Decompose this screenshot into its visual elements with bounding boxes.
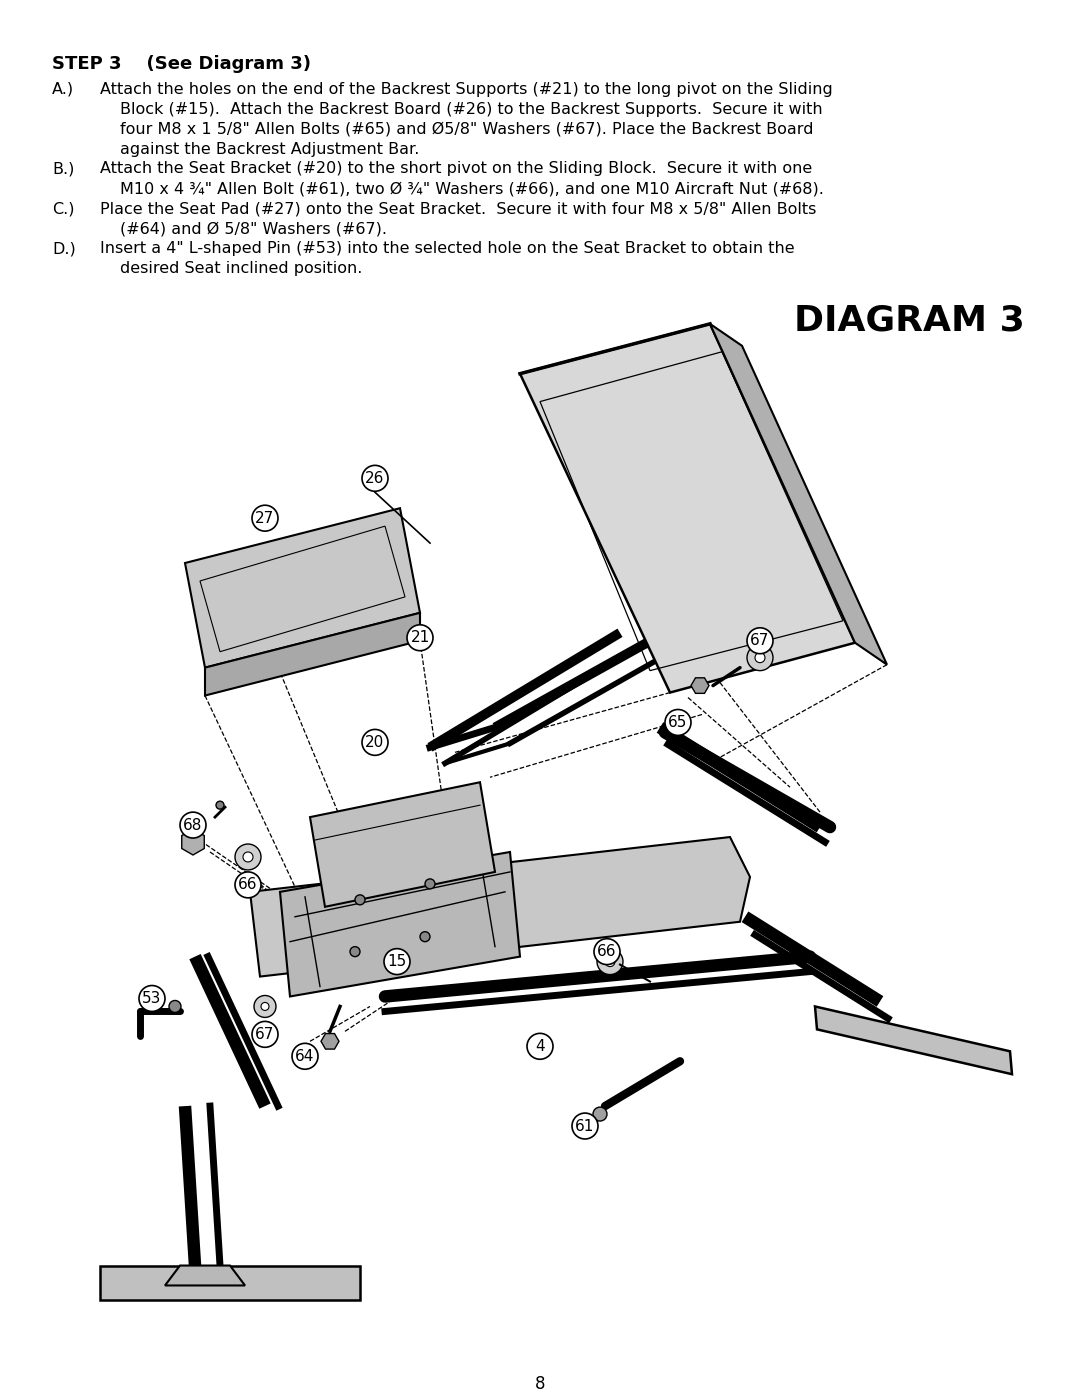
Text: four M8 x 1 5/8" Allen Bolts (#65) and Ø5/8" Washers (#67). Place the Backrest B: four M8 x 1 5/8" Allen Bolts (#65) and Ø… bbox=[120, 122, 813, 137]
Text: D.): D.) bbox=[52, 242, 76, 256]
Circle shape bbox=[168, 1000, 181, 1013]
Text: 67: 67 bbox=[255, 1027, 274, 1042]
Text: (#64) and Ø 5/8" Washers (#67).: (#64) and Ø 5/8" Washers (#67). bbox=[120, 221, 387, 236]
Circle shape bbox=[605, 957, 615, 967]
Circle shape bbox=[597, 949, 623, 975]
Circle shape bbox=[747, 627, 773, 654]
Text: 68: 68 bbox=[184, 817, 203, 833]
Circle shape bbox=[384, 949, 410, 975]
Circle shape bbox=[362, 729, 388, 756]
Circle shape bbox=[527, 1034, 553, 1059]
Circle shape bbox=[665, 710, 691, 735]
Text: 66: 66 bbox=[597, 944, 617, 960]
Polygon shape bbox=[205, 613, 420, 696]
Circle shape bbox=[355, 895, 365, 905]
Text: against the Backrest Adjustment Bar.: against the Backrest Adjustment Bar. bbox=[120, 141, 419, 156]
Circle shape bbox=[407, 624, 433, 651]
Text: 27: 27 bbox=[255, 511, 274, 525]
Polygon shape bbox=[165, 1266, 245, 1285]
Polygon shape bbox=[815, 1006, 1012, 1074]
Polygon shape bbox=[528, 1041, 542, 1052]
Circle shape bbox=[252, 1021, 278, 1048]
Polygon shape bbox=[249, 837, 750, 977]
Text: desired Seat inclined position.: desired Seat inclined position. bbox=[120, 261, 363, 277]
Text: C.): C.) bbox=[52, 201, 75, 217]
Circle shape bbox=[747, 645, 773, 671]
Circle shape bbox=[426, 879, 435, 888]
Circle shape bbox=[235, 844, 261, 870]
Polygon shape bbox=[100, 1266, 360, 1301]
Circle shape bbox=[254, 996, 276, 1017]
Text: 66: 66 bbox=[239, 877, 258, 893]
Text: 20: 20 bbox=[365, 735, 384, 750]
Polygon shape bbox=[310, 782, 495, 907]
Circle shape bbox=[420, 932, 430, 942]
Polygon shape bbox=[280, 852, 519, 996]
Polygon shape bbox=[321, 1034, 339, 1049]
Circle shape bbox=[572, 1113, 598, 1139]
Polygon shape bbox=[710, 324, 887, 665]
Circle shape bbox=[350, 947, 360, 957]
Text: Attach the Seat Bracket (#20) to the short pivot on the Sliding Block.  Secure i: Attach the Seat Bracket (#20) to the sho… bbox=[100, 162, 812, 176]
Circle shape bbox=[362, 465, 388, 492]
Text: 65: 65 bbox=[669, 715, 688, 731]
Circle shape bbox=[252, 506, 278, 531]
Polygon shape bbox=[691, 678, 708, 693]
Circle shape bbox=[261, 1003, 269, 1010]
Text: 67: 67 bbox=[751, 633, 770, 648]
Polygon shape bbox=[185, 509, 420, 668]
Text: Block (#15).  Attach the Backrest Board (#26) to the Backrest Supports.  Secure : Block (#15). Attach the Backrest Board (… bbox=[120, 102, 823, 116]
Circle shape bbox=[180, 812, 206, 838]
Text: 53: 53 bbox=[143, 990, 162, 1006]
Text: A.): A.) bbox=[52, 81, 75, 96]
Text: 4: 4 bbox=[536, 1039, 544, 1053]
Text: 15: 15 bbox=[388, 954, 407, 970]
Polygon shape bbox=[519, 324, 855, 693]
Text: 61: 61 bbox=[576, 1119, 595, 1133]
Circle shape bbox=[594, 939, 620, 964]
Text: Place the Seat Pad (#27) onto the Seat Bracket.  Secure it with four M8 x 5/8" A: Place the Seat Pad (#27) onto the Seat B… bbox=[100, 201, 816, 217]
Text: 26: 26 bbox=[365, 471, 384, 486]
Circle shape bbox=[593, 1106, 607, 1120]
Circle shape bbox=[139, 985, 165, 1011]
Text: 8: 8 bbox=[535, 1375, 545, 1393]
Text: STEP 3    (See Diagram 3): STEP 3 (See Diagram 3) bbox=[52, 54, 311, 73]
Text: Insert a 4" L-shaped Pin (#53) into the selected hole on the Seat Bracket to obt: Insert a 4" L-shaped Pin (#53) into the … bbox=[100, 242, 795, 256]
Circle shape bbox=[292, 1044, 318, 1069]
Circle shape bbox=[216, 800, 224, 809]
Polygon shape bbox=[181, 828, 204, 855]
Text: 64: 64 bbox=[295, 1049, 314, 1063]
Text: 21: 21 bbox=[410, 630, 430, 645]
Text: M10 x 4 ¾" Allen Bolt (#61), two Ø ¾" Washers (#66), and one M10 Aircraft Nut (#: M10 x 4 ¾" Allen Bolt (#61), two Ø ¾" Wa… bbox=[120, 182, 824, 197]
Circle shape bbox=[243, 852, 253, 862]
Circle shape bbox=[755, 652, 765, 662]
Text: Attach the holes on the end of the Backrest Supports (#21) to the long pivot on : Attach the holes on the end of the Backr… bbox=[100, 81, 833, 96]
Text: B.): B.) bbox=[52, 162, 75, 176]
Circle shape bbox=[235, 872, 261, 898]
Text: DIAGRAM 3: DIAGRAM 3 bbox=[794, 305, 1025, 338]
